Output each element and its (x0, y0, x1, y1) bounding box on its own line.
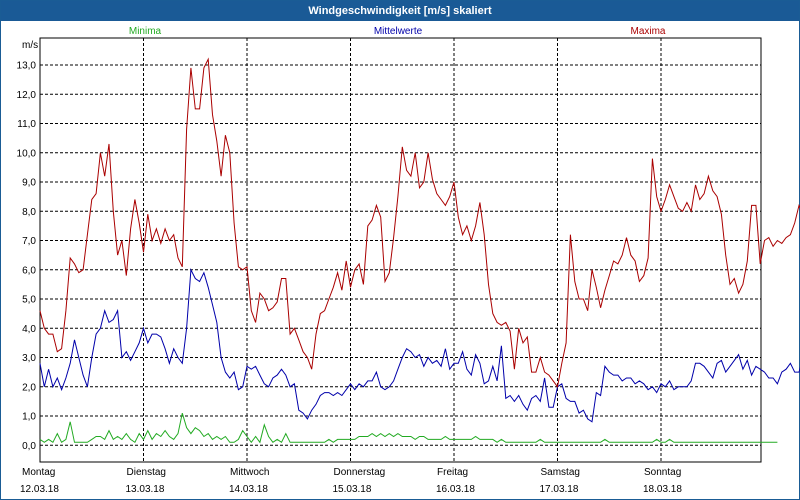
day-name-label: Freitag (437, 467, 468, 478)
legend-maxima: Maxima (630, 26, 665, 37)
y-tick-label: 12,0 (17, 90, 37, 101)
legend-minima: Minima (129, 26, 162, 37)
y-tick-label: 2,0 (22, 382, 36, 393)
y-tick-label: 5,0 (22, 295, 36, 306)
day-name-label: Mittwoch (230, 467, 269, 478)
day-date-label: 13.03.18 (126, 484, 165, 495)
day-date-label: 18.03.18 (643, 484, 682, 495)
y-tick-label: 7,0 (22, 236, 36, 247)
day-name-label: Dienstag (127, 467, 166, 478)
grid-lines (40, 38, 761, 462)
y-tick-label: 11,0 (17, 119, 36, 130)
y-axis-labels: 0,0 1,0 2,0 3,0 4,0 5,0 6,0 7,0 8,0 9,0 10,0 11,0 12… (17, 61, 37, 452)
y-tick-label: 9,0 (22, 178, 36, 189)
series-line-minima (39, 412, 778, 444)
day-date-label: 17.03.18 (540, 484, 579, 495)
day-name-label: Samstag (541, 467, 580, 478)
day-name-label: Donnerstag (334, 467, 386, 478)
series-line-mittelwerte (39, 267, 800, 423)
day-date-label: 12.03.18 (20, 484, 59, 495)
chart-title: Windgeschwindigkeit [m/s] skaliert (1, 1, 799, 21)
plot-area (39, 37, 762, 463)
legend-mittelwerte: Mittelwerte (374, 26, 423, 37)
x-axis-labels: Montag 12.03.18 Dienstag 13.03.18 Mittwoch 14… (20, 467, 682, 495)
legend: Minima Mittelwerte Maxima (129, 26, 666, 37)
y-tick-label: 13,0 (17, 61, 37, 72)
y-tick-label: 0,0 (22, 441, 36, 452)
series-line-maxima (39, 57, 800, 389)
y-tick-label: 10,0 (17, 148, 37, 159)
day-date-label: 16.03.18 (436, 484, 475, 495)
y-tick-label: 6,0 (22, 265, 36, 276)
day-name-label: Montag (22, 467, 55, 478)
y-tick-label: 4,0 (22, 324, 36, 335)
y-tick-label: 1,0 (22, 412, 36, 423)
y-tick-label: 8,0 (22, 207, 36, 218)
y-axis-unit: m/s (22, 40, 38, 51)
day-date-label: 15.03.18 (333, 484, 372, 495)
data-lines (39, 57, 800, 444)
y-tick-label: 3,0 (22, 353, 36, 364)
day-name-label: Sonntag (644, 467, 681, 478)
day-date-label: 14.03.18 (229, 484, 268, 495)
